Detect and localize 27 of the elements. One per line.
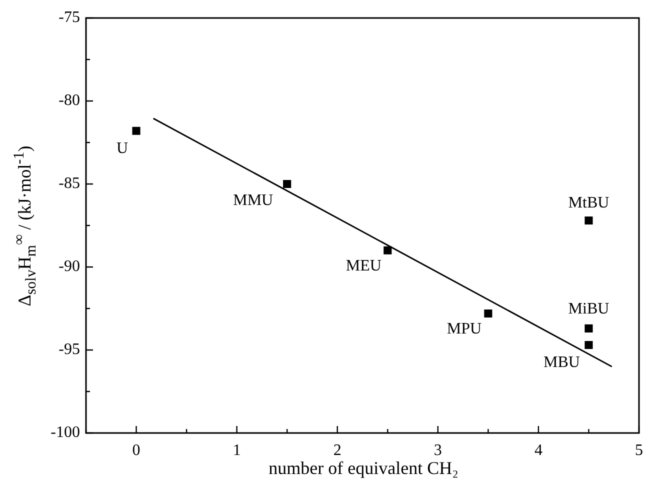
annotation: MtBU xyxy=(568,194,610,212)
point xyxy=(384,246,392,254)
annotation: MiBU xyxy=(568,300,610,318)
annotation: MMU xyxy=(233,192,274,210)
x-tick-label: 3 xyxy=(434,442,442,459)
annotation: U xyxy=(116,140,128,158)
x-tick-label: 5 xyxy=(635,442,643,459)
y-tick-label: -85 xyxy=(58,175,80,192)
y-tick-label: -100 xyxy=(50,424,80,442)
point xyxy=(283,180,292,188)
y-tick-label: -90 xyxy=(58,258,80,276)
x-tick-label: 2 xyxy=(333,442,342,459)
point xyxy=(132,126,140,135)
point xyxy=(584,216,593,225)
y-tick-label: -75 xyxy=(58,9,80,26)
annotation: MBU xyxy=(544,354,580,372)
annotation: MEU xyxy=(346,258,382,275)
x-tick-label: 4 xyxy=(534,442,542,459)
y-tick-label: -80 xyxy=(58,92,80,110)
annotation: MPU xyxy=(446,320,482,338)
x-tick-label: 1 xyxy=(232,442,241,459)
x-tick-label: 0 xyxy=(132,442,140,459)
point xyxy=(484,309,492,318)
point xyxy=(584,324,593,332)
point xyxy=(584,340,593,350)
y-tick-label: -95 xyxy=(58,341,80,358)
x-axis-title: number of equivalent CH₂ xyxy=(268,458,460,479)
